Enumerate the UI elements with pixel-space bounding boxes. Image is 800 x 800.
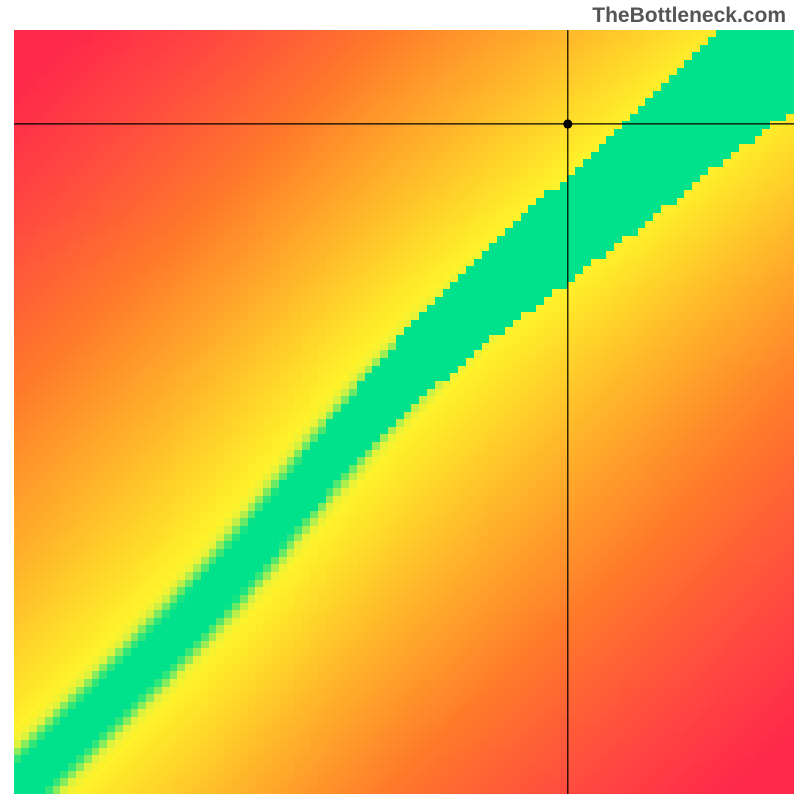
heatmap-canvas (14, 30, 794, 794)
watermark-text: TheBottleneck.com (592, 4, 786, 28)
bottleneck-heatmap-chart (14, 30, 794, 794)
